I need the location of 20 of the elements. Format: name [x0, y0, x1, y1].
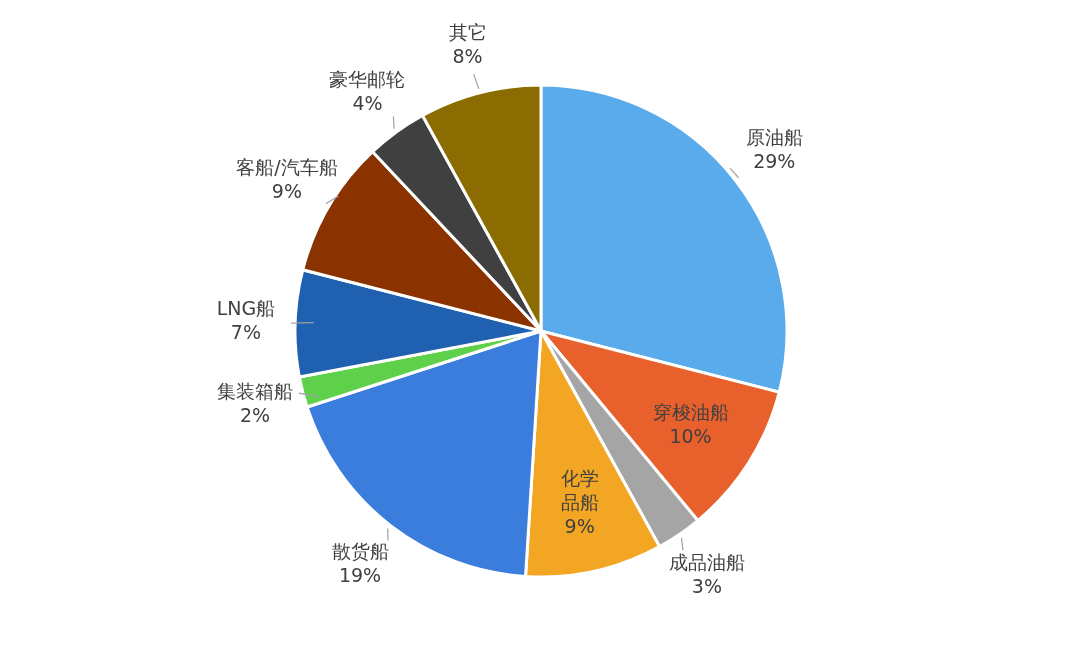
data-label: 9% [271, 180, 302, 203]
slice-label: 集装箱船 [217, 379, 294, 402]
data-label: 4% [352, 91, 383, 114]
slice-label: 其它 [448, 20, 487, 43]
data-label: 29% [753, 149, 796, 172]
slice-label: 成品油船 [668, 550, 745, 573]
data-label: 19% [338, 563, 382, 586]
data-label: 7% [230, 321, 262, 344]
data-label: 8% [452, 44, 483, 67]
data-label: 9% [564, 515, 595, 538]
data-label: 10% [669, 425, 712, 448]
slice-label: LNG船 [216, 297, 276, 320]
slice-label: 豪华邮轮 [329, 67, 406, 90]
slice-label: 散货船 [331, 539, 389, 562]
slice-label: 化学品船 [560, 467, 599, 514]
slice-label: 穿梭油船 [652, 401, 729, 424]
data-label: 3% [691, 574, 723, 597]
data-label: 2% [240, 403, 271, 426]
slice-label: 客船/汽车船 [236, 156, 338, 179]
slice-label: 原油船 [745, 125, 803, 148]
